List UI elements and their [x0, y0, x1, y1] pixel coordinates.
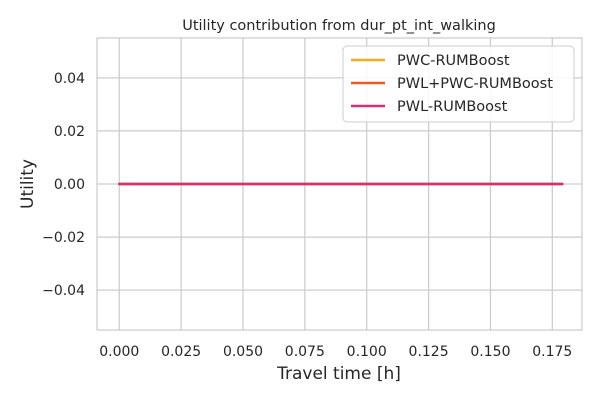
legend-label: PWL-RUMBoost	[397, 99, 508, 115]
y-tick-label: 0.04	[54, 71, 85, 87]
x-tick-label: 0.050	[223, 344, 263, 360]
x-tick-label: 0.125	[409, 344, 449, 360]
x-tick-label: 0.025	[161, 344, 201, 360]
plot-frame	[96, 37, 583, 331]
x-tick-label: 0.100	[347, 344, 387, 360]
y-tick-label: −0.04	[42, 283, 85, 299]
y-axis-label: Utility	[18, 159, 38, 209]
y-tick-label: −0.02	[42, 230, 85, 246]
legend: PWC-RUMBoost PWL+PWC-RUMBoost PWL-RUMBoost	[342, 45, 575, 123]
chart-title: Utility contribution from dur_pt_int_wal…	[182, 18, 496, 34]
x-tick-label: 0.000	[99, 344, 139, 360]
x-axis-label: Travel time [h]	[276, 364, 401, 384]
x-tick-label: 0.075	[285, 344, 325, 360]
y-tick-labels: −0.04 −0.02 0.00 0.02 0.04	[42, 71, 85, 299]
x-tick-label: 0.175	[532, 344, 572, 360]
legend-frame	[342, 45, 575, 123]
y-tick-label: 0.02	[54, 124, 85, 140]
x-tick-label: 0.150	[470, 344, 510, 360]
legend-label: PWL+PWC-RUMBoost	[397, 76, 553, 92]
x-tick-labels: 0.000 0.025 0.050 0.075 0.100 0.125 0.150 0.175	[99, 344, 572, 360]
y-tick-label: 0.00	[54, 177, 85, 193]
legend-label: PWC-RUMBoost	[397, 53, 510, 69]
